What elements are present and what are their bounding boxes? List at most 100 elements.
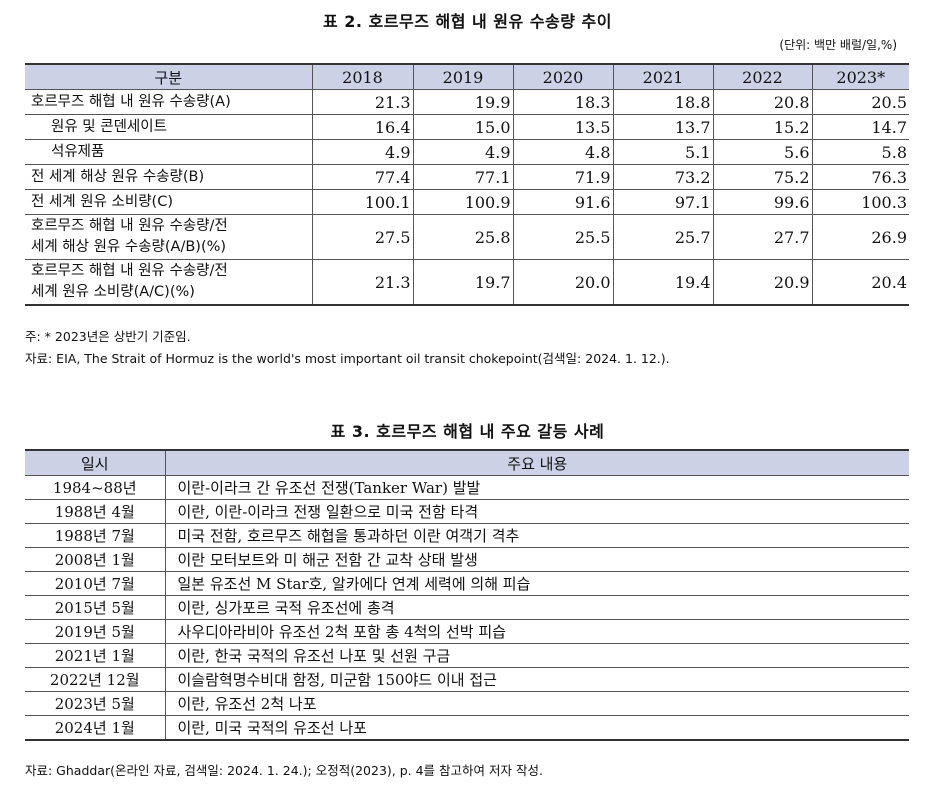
event-description: 일본 유조선 M Star호, 알카에다 연계 세력에 의해 피습: [164, 571, 909, 596]
event-date: 2022년 12월: [25, 667, 166, 692]
event-description: 이란, 유조선 2척 나포: [164, 691, 909, 716]
cell-value: 99.6: [712, 189, 813, 215]
cell-value: 20.5: [811, 89, 909, 115]
cell-value: 19.4: [612, 259, 714, 306]
header-date: 일시: [25, 450, 166, 476]
event-date: 2024년 1월: [25, 715, 166, 741]
cell-value: 13.7: [612, 114, 714, 140]
table-row: 2015년 5월 이란, 싱가포르 국적 유조선에 총격: [25, 595, 909, 620]
cell-value: 21.3: [311, 89, 414, 115]
cell-value: 100.1: [311, 189, 414, 215]
table3-title: 표 3. 호르무즈 해협 내 주요 갈등 사례: [330, 422, 605, 441]
cell-value: 20.8: [712, 89, 813, 115]
cell-value: 76.3: [811, 164, 909, 190]
event-date: 1988년 4월: [25, 499, 166, 524]
event-date: 2015년 5월: [25, 595, 166, 620]
event-date: 2021년 1월: [25, 643, 166, 668]
event-date: 2023년 5월: [25, 691, 166, 716]
cell-value: 19.7: [412, 259, 514, 306]
row-label: 전 세계 원유 소비량(C): [25, 189, 313, 215]
header-event: 주요 내용: [164, 450, 909, 476]
cell-value: 71.9: [512, 164, 614, 190]
cell-value: 75.2: [712, 164, 813, 190]
cell-value: 5.8: [811, 139, 909, 165]
table-row: 2023년 5월 이란, 유조선 2척 나포: [25, 691, 909, 716]
row-label: 원유 및 콘덴세이트: [25, 114, 313, 140]
table-row: 2022년 12월 이슬람혁명수비대 함정, 미군함 150야드 이내 접근: [25, 667, 909, 692]
cell-value: 27.7: [712, 214, 813, 260]
cell-value: 20.0: [512, 259, 614, 306]
event-description: 미국 전함, 호르무즈 해협을 통과하던 이란 여객기 격추: [164, 523, 909, 548]
table-row: 원유 및 콘덴세이트 16.4 15.0 13.5 13.7 15.2 14.7: [25, 114, 909, 140]
event-description: 이란, 싱가포르 국적 유조선에 총격: [164, 595, 909, 620]
table-row: 호르무즈 해협 내 원유 수송량/전 세계 원유 소비량(A/C)(%) 21.3…: [25, 259, 909, 306]
cell-value: 100.9: [412, 189, 514, 215]
cell-value: 16.4: [311, 114, 414, 140]
cell-value: 77.1: [412, 164, 514, 190]
row-label-line: 호르무즈 해협 내 원유 수송량/전: [31, 218, 228, 234]
header-year: 2021: [612, 64, 714, 90]
table-row: 2010년 7월 일본 유조선 M Star호, 알카에다 연계 세력에 의해 피…: [25, 571, 909, 596]
header-category: 구분: [25, 64, 313, 90]
row-label-line: 세계 원유 소비량(A/C)(%): [31, 284, 195, 300]
table2-source: 자료: EIA, The Strait of Hormuz is the wor…: [25, 351, 670, 366]
cell-value: 100.3: [811, 189, 909, 215]
event-date: 1984~88년: [25, 475, 166, 500]
row-label: 호르무즈 해협 내 원유 수송량(A): [25, 89, 313, 115]
cell-value: 18.3: [512, 89, 614, 115]
table-row: 2008년 1월 이란 모터보트와 미 해군 전함 간 교착 상태 발생: [25, 547, 909, 572]
event-date: 1988년 7월: [25, 523, 166, 548]
cell-value: 26.9: [811, 214, 909, 260]
table-row: 전 세계 해상 원유 수송량(B) 77.4 77.1 71.9 73.2 75…: [25, 164, 909, 190]
cell-value: 5.6: [712, 139, 813, 165]
cell-value: 5.1: [612, 139, 714, 165]
event-date: 2010년 7월: [25, 571, 166, 596]
row-label-line: 세계 해상 원유 수송량(A/B)(%): [31, 239, 227, 255]
event-description: 이란, 미국 국적의 유조선 나포: [164, 715, 909, 741]
header-year: 2019: [412, 64, 514, 90]
header-year: 2018: [311, 64, 414, 90]
header-year: 2020: [512, 64, 614, 90]
table-row: 전 세계 원유 소비량(C) 100.1 100.9 91.6 97.1 99.…: [25, 189, 909, 215]
cell-value: 15.0: [412, 114, 514, 140]
table-row: 1984~88년 이란-이라크 간 유조선 전쟁(Tanker War) 발발: [25, 475, 909, 500]
table2-note: 주: * 2023년은 상반기 기준임.: [25, 329, 191, 344]
hormuz-oil-transit-table: 구분 2018 2019 2020 2021 2022 2023* 호르무즈 해…: [25, 63, 909, 306]
hormuz-conflict-table: 일시 주요 내용 1984~88년 이란-이라크 간 유조선 전쟁(Tanker …: [25, 449, 909, 741]
event-description: 이란, 이란-이라크 전쟁 일환으로 미국 전함 타격: [164, 499, 909, 524]
row-label: 석유제품: [25, 139, 313, 165]
cell-value: 4.9: [311, 139, 414, 165]
cell-value: 25.5: [512, 214, 614, 260]
event-description: 이슬람혁명수비대 함정, 미군함 150야드 이내 접근: [164, 667, 909, 692]
row-label: 전 세계 해상 원유 수송량(B): [25, 164, 313, 190]
cell-value: 25.8: [412, 214, 514, 260]
table-row: 석유제품 4.9 4.9 4.8 5.1 5.6 5.8: [25, 139, 909, 165]
header-year: 2022: [712, 64, 813, 90]
event-description: 사우디아라비아 유조선 2척 포함 총 4척의 선박 피습: [164, 619, 909, 644]
cell-value: 27.5: [311, 214, 414, 260]
table-row: 호르무즈 해협 내 원유 수송량(A) 21.3 19.9 18.3 18.8 …: [25, 89, 909, 115]
table-header-row: 일시 주요 내용: [25, 450, 909, 476]
event-date: 2019년 5월: [25, 619, 166, 644]
header-year: 2023*: [811, 64, 909, 90]
table-header-row: 구분 2018 2019 2020 2021 2022 2023*: [25, 64, 909, 90]
cell-value: 91.6: [512, 189, 614, 215]
event-description: 이란 모터보트와 미 해군 전함 간 교착 상태 발생: [164, 547, 909, 572]
cell-value: 14.7: [811, 114, 909, 140]
cell-value: 97.1: [612, 189, 714, 215]
table-row: 1988년 4월 이란, 이란-이라크 전쟁 일환으로 미국 전함 타격: [25, 499, 909, 524]
row-label: 호르무즈 해협 내 원유 수송량/전 세계 원유 소비량(A/C)(%): [25, 259, 313, 306]
cell-value: 73.2: [612, 164, 714, 190]
cell-value: 25.7: [612, 214, 714, 260]
cell-value: 77.4: [311, 164, 414, 190]
table2-title: 표 2. 호르무즈 해협 내 원유 수송량 추이: [322, 12, 612, 31]
table-row: 2019년 5월 사우디아라비아 유조선 2척 포함 총 4척의 선박 피습: [25, 619, 909, 644]
table-row: 2024년 1월 이란, 미국 국적의 유조선 나포: [25, 715, 909, 741]
table-row: 2021년 1월 이란, 한국 국적의 유조선 나포 및 선원 구금: [25, 643, 909, 668]
table2-unit: (단위: 백만 배럴/일,%): [779, 38, 897, 52]
table-row: 1988년 7월 미국 전함, 호르무즈 해협을 통과하던 이란 여객기 격추: [25, 523, 909, 548]
cell-value: 20.9: [712, 259, 813, 306]
cell-value: 4.9: [412, 139, 514, 165]
